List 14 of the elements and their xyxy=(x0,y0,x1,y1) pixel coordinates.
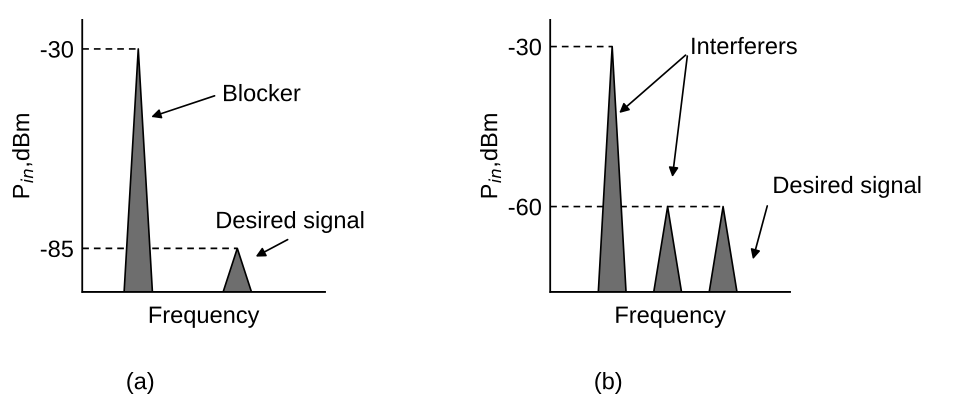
y-tick-label: -30 xyxy=(508,38,541,56)
text: Desired signal xyxy=(774,176,920,198)
y-tick-label: -30 xyxy=(40,40,73,58)
y-tick-label: -85 xyxy=(40,240,73,258)
annotation: Desired signal xyxy=(217,211,364,234)
x-axis-title: Frequency xyxy=(150,306,260,328)
annotation: Interferers xyxy=(692,36,797,54)
y-axis-title: P$_{in}$,dBm xyxy=(12,114,34,198)
annotation: Blocker xyxy=(224,84,300,102)
y-axis-title: P$_{in}$,dBm xyxy=(480,114,502,198)
y-tick-label: -60 xyxy=(508,198,541,216)
text: (b) xyxy=(595,372,622,394)
text: (a) xyxy=(127,372,154,394)
x-axis-title: Frequency xyxy=(616,306,726,328)
